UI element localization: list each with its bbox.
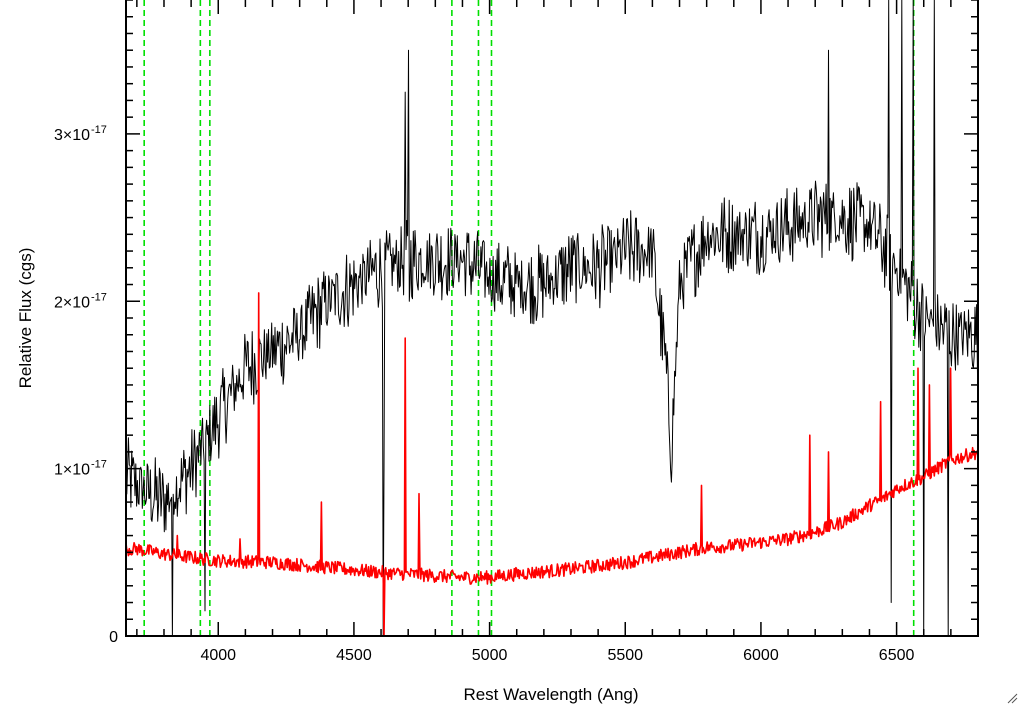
- x-tick-label-6500: 6500: [879, 647, 915, 664]
- y-tick-exponent: -17: [91, 291, 107, 303]
- y-tick-label: 3×10: [54, 127, 90, 144]
- plot-frame: [125, 0, 979, 637]
- y-axis-label: Relative Flux (cgs): [16, 248, 35, 389]
- x-tick-label-4500: 4500: [336, 647, 372, 664]
- plot-border: [125, 0, 979, 637]
- x-tick-label-4000: 4000: [200, 647, 236, 664]
- x-tick-label-5500: 5500: [607, 647, 643, 664]
- x-axis-ticks: 4000 4500 5000 5500 6000 6500: [136, 0, 979, 664]
- y-axis-ticks: 01×10 -172×10 -173×10 -17: [54, 0, 978, 646]
- emission-line-markers: [143, 0, 915, 636]
- y-tick-label: 1×10: [54, 462, 90, 479]
- x-tick-label-5000: 5000: [472, 647, 508, 664]
- y-tick-exponent: -17: [91, 459, 107, 471]
- y-tick-label: 0: [109, 629, 118, 646]
- x-tick-label-6000: 6000: [743, 647, 779, 664]
- y-tick-label: 2×10: [54, 294, 90, 311]
- series-line-0: [125, 0, 978, 637]
- y-tick-exponent: -17: [91, 124, 107, 136]
- resize-grip-icon[interactable]: [1006, 692, 1018, 704]
- series-line-1: [125, 292, 979, 637]
- spectrum-series-layer: [125, 0, 979, 637]
- x-axis-label: Rest Wavelength (Ang): [463, 685, 638, 704]
